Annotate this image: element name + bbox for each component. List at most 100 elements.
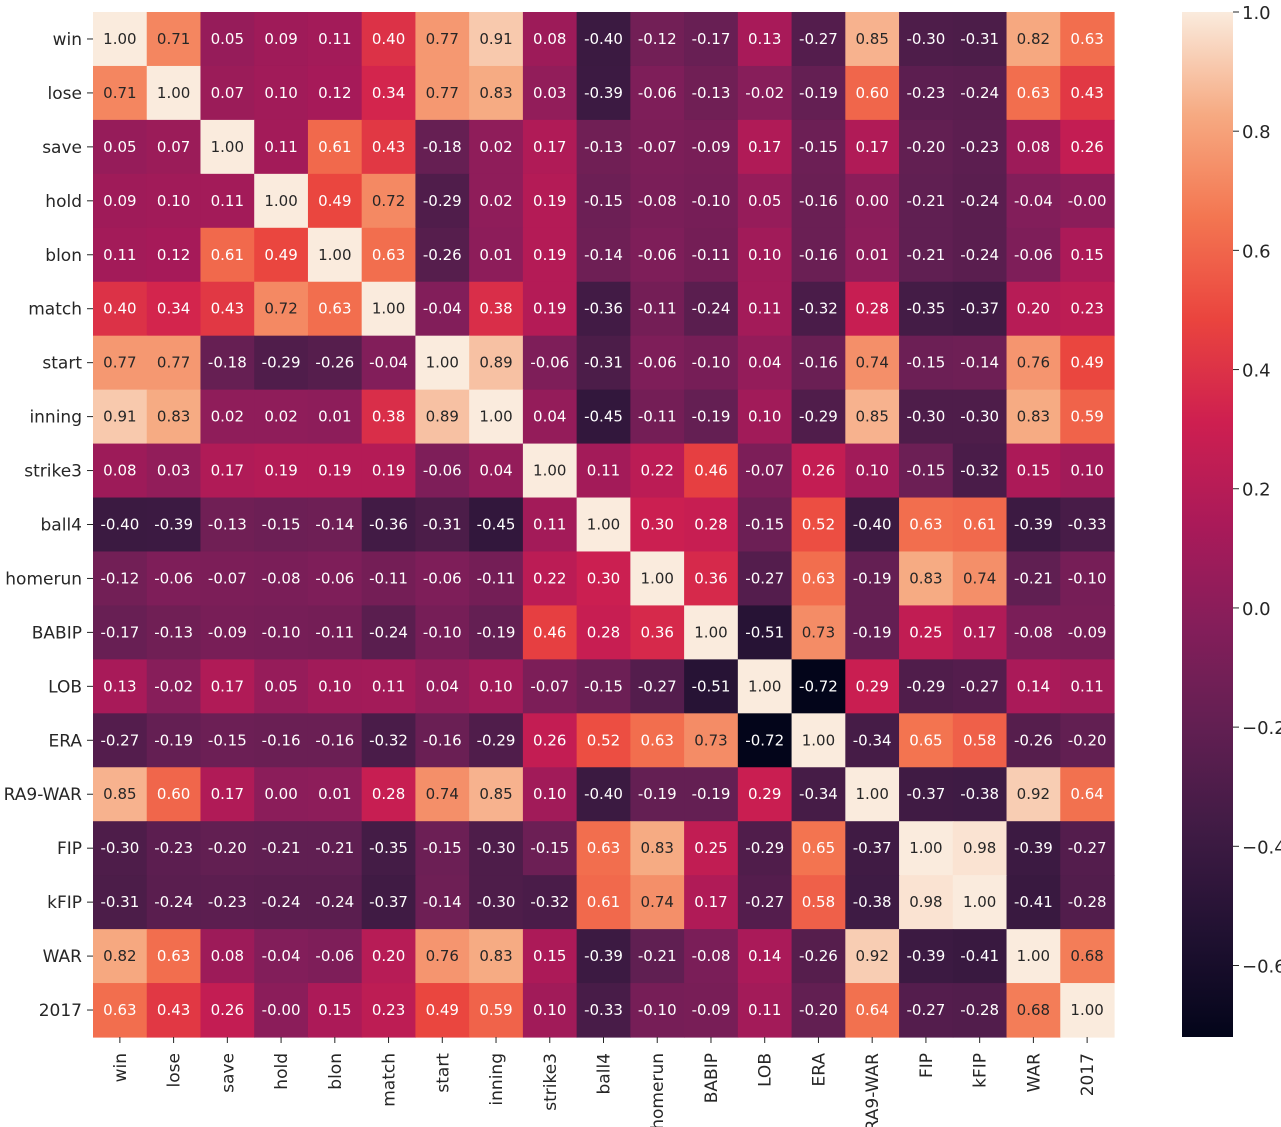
- cell-value-label: 0.19: [533, 300, 566, 318]
- cell-value-label: 0.11: [318, 30, 351, 48]
- cell-value-label: 0.34: [157, 300, 190, 318]
- heatmap-cell-LOB-match: [361, 659, 417, 714]
- cell-value-label: -0.45: [477, 516, 516, 534]
- heatmap-cell-inning-BABIP: [684, 389, 739, 445]
- heatmap-cell-kFIP-LOB: [737, 875, 793, 930]
- heatmap-cell-ball4-match: [361, 497, 417, 553]
- cell-value-label: -0.30: [907, 408, 946, 426]
- cell-value-label: -0.04: [1014, 192, 1053, 210]
- x-tick-label-FIP: FIP: [917, 1053, 937, 1078]
- heatmap-cell-FIP-LOB: [737, 821, 793, 876]
- cell-value-label: -0.19: [692, 785, 731, 803]
- heatmap-cell-match-BABIP: [684, 281, 739, 337]
- cell-value-label: 1.00: [587, 516, 620, 534]
- heatmap-cell-match-start: [415, 281, 470, 337]
- colorbar-tick-label: 0.4: [1242, 361, 1271, 382]
- heatmap-cell-ball4-strike3: [522, 497, 578, 553]
- cell-value-label: 0.11: [748, 300, 781, 318]
- heatmap-cell-FIP-WAR: [1006, 821, 1061, 876]
- heatmap-cell-kFIP-BABIP: [684, 875, 739, 930]
- cell-value-label: -0.16: [315, 731, 354, 749]
- cell-value-label: -0.15: [907, 462, 946, 480]
- heatmap-cell-save-2017: [1060, 119, 1115, 175]
- heatmap-cell-FIP-hold: [254, 821, 309, 876]
- heatmap-cell-hold-ERA: [791, 173, 846, 229]
- heatmap-cell-lose-strike3: [522, 65, 578, 121]
- x-tick-label-BABIP: BABIP: [702, 1053, 722, 1103]
- cell-value-label: -0.20: [1068, 731, 1107, 749]
- heatmap-cell-WAR-start: [415, 929, 470, 984]
- heatmap-cell-win-ERA: [791, 12, 846, 67]
- heatmap-cell-inning-lose: [146, 389, 202, 445]
- cell-value-label: -0.06: [1014, 246, 1053, 264]
- cell-value-label: -0.27: [745, 893, 784, 911]
- heatmap-cell-strike3-inning: [469, 443, 524, 499]
- heatmap-cell-RA9-WAR-strike3: [522, 767, 578, 822]
- cell-value-label: -0.28: [1068, 893, 1107, 911]
- cell-value-label: -0.31: [960, 30, 999, 48]
- cell-value-label: -0.21: [907, 246, 946, 264]
- cell-value-label: -0.13: [208, 516, 247, 534]
- heatmap-cell-strike3-lose: [146, 443, 202, 499]
- cell-value-label: 1.00: [372, 300, 405, 318]
- cell-value-label: 0.74: [963, 569, 996, 587]
- heatmap-cell-start-FIP: [899, 335, 954, 391]
- cell-value-label: 0.03: [533, 84, 566, 102]
- cell-value-label: 0.28: [694, 516, 727, 534]
- heatmap-cell-ERA-start: [415, 713, 470, 768]
- y-tick-label-BABIP: BABIP: [32, 623, 82, 643]
- cell-value-label: -0.11: [369, 569, 408, 587]
- heatmap-cell-strike3-FIP: [899, 443, 954, 499]
- heatmap-cell-inning-homerun: [630, 389, 685, 445]
- y-tick-label-save: save: [42, 138, 82, 158]
- heatmap-cell-ball4-RA9-WAR: [845, 497, 900, 553]
- heatmap-cell-save-WAR: [1006, 119, 1061, 175]
- heatmap-cell-inning-ball4: [576, 389, 631, 445]
- heatmap-cell-ball4-WAR: [1006, 497, 1061, 553]
- heatmap-cell-BABIP-inning: [469, 605, 524, 660]
- x-tick-label-win: win: [111, 1053, 131, 1082]
- cell-value-label: -0.41: [1014, 893, 1053, 911]
- heatmap-cell-kFIP-inning: [469, 875, 524, 930]
- cell-value-label: 0.63: [103, 1001, 136, 1019]
- y-tick-label-blon: blon: [45, 246, 82, 266]
- heatmap-cell-lose-match: [361, 65, 417, 121]
- cell-value-label: 0.89: [426, 408, 459, 426]
- heatmap-cell-hold-ball4: [576, 173, 631, 229]
- heatmap-cell-LOB-RA9-WAR: [845, 659, 900, 714]
- cell-value-label: 0.17: [748, 138, 781, 156]
- heatmap-cell-start-lose: [146, 335, 202, 391]
- heatmap-cell-win-homerun: [630, 12, 685, 67]
- cell-value-label: 0.17: [211, 785, 244, 803]
- cell-value-label: 0.28: [587, 623, 620, 641]
- cell-value-label: 0.04: [533, 408, 566, 426]
- cell-value-label: -0.06: [315, 569, 354, 587]
- cell-value-label: -0.51: [745, 623, 784, 641]
- cell-value-label: 0.40: [103, 300, 136, 318]
- cell-value-label: -0.04: [262, 947, 301, 965]
- y-axis-tick-labels: win lose save hold blon match start inning strik…: [4, 30, 93, 1021]
- cell-value-label: -0.31: [100, 893, 139, 911]
- cell-value-label: 0.61: [963, 516, 996, 534]
- cell-value-label: 0.05: [264, 677, 297, 695]
- heatmap-cell-start-start: [415, 335, 470, 391]
- cell-value-label: -0.27: [960, 677, 999, 695]
- cell-value-label: 0.61: [587, 893, 620, 911]
- colorbar-tick-label: 0.0: [1242, 599, 1271, 620]
- y-tick-label-2017: 2017: [39, 1001, 82, 1021]
- cell-value-label: 1.00: [103, 30, 136, 48]
- colorbar-gradient: [1182, 12, 1233, 1037]
- heatmap-cell-WAR-match: [361, 929, 417, 984]
- cell-value-label: 1.00: [1017, 947, 1050, 965]
- heatmap-value-labels: 1.00 0.71 0.05 0.09 0.11 0.40 0.77 0.91 0.08 -0.4…: [100, 30, 1106, 1019]
- cell-value-label: -0.26: [1014, 731, 1053, 749]
- cell-value-label: 0.08: [1017, 138, 1050, 156]
- cell-value-label: -0.19: [692, 408, 731, 426]
- heatmap-cell-kFIP-start: [415, 875, 470, 930]
- heatmap-cell-hold-blon: [307, 173, 363, 229]
- heatmap-cell-start-hold: [254, 335, 309, 391]
- cell-value-label: 0.11: [103, 246, 136, 264]
- cell-value-label: -0.31: [584, 354, 623, 372]
- cell-value-label: 0.02: [264, 408, 297, 426]
- cell-value-label: 0.09: [264, 30, 297, 48]
